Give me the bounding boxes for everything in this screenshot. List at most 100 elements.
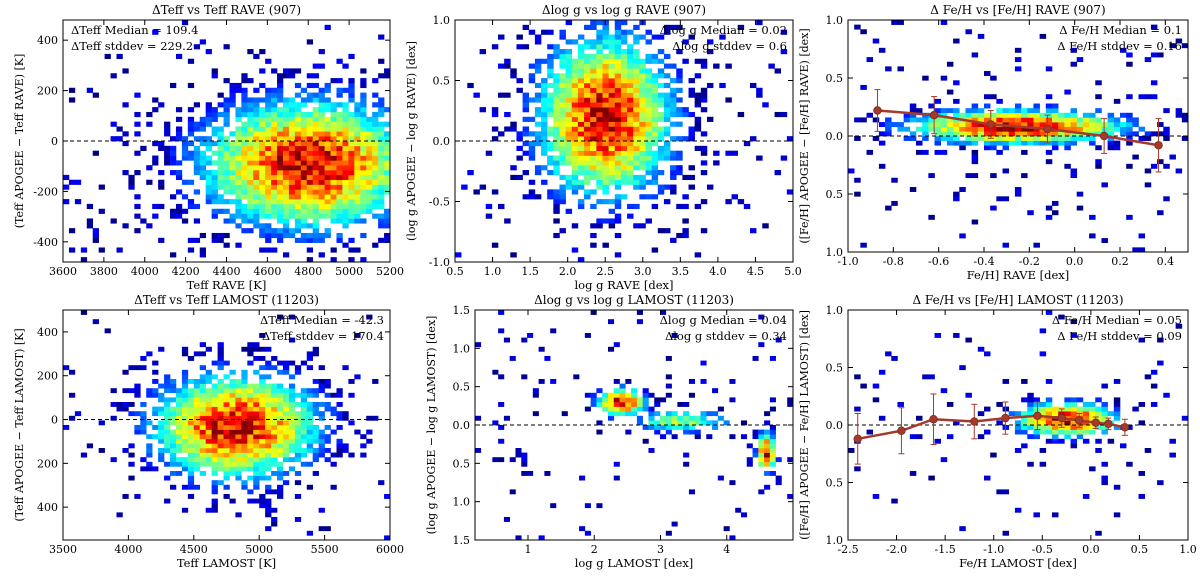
heatmap-cell [700,145,708,151]
heatmap-cell [211,438,218,444]
heatmap-cell [860,84,867,90]
heatmap-cell [522,24,530,30]
heatmap-cell [639,107,646,113]
heatmap-cell [608,170,616,176]
heatmap-cell [318,92,325,98]
heatmap-cell [265,87,272,93]
heatmap-cell [247,165,254,171]
heatmap-cell [614,44,622,50]
heatmap-cell [277,466,284,472]
heatmap-cell [620,174,628,181]
x-tick-label: 4.5 [747,265,765,278]
heatmap-cell [934,333,942,338]
heatmap-cell [110,415,117,421]
heatmap-cell [700,150,708,156]
heatmap-cell [193,448,201,453]
heatmap-cell [271,397,278,403]
heatmap-cell [559,131,566,137]
heatmap-cell [1014,126,1022,132]
heatmap-cell [596,160,603,166]
panel-p6: -2.5 -2.0 -1.5 -1.0 -0.5 0.0 0.5 1.01.00.50.00.… [798,293,1197,570]
heatmap-cell [479,107,487,113]
heatmap-cell [247,155,254,161]
heatmap-cell [1021,149,1028,155]
heatmap-cell [187,121,195,127]
heatmap-cell [324,174,331,181]
heatmap-cell [306,448,314,453]
heatmap-cell [360,452,367,458]
heatmap-cell [253,208,260,214]
heatmap-cell [259,356,266,361]
heatmap-cell [193,160,201,166]
heatmap-cell [769,429,776,435]
heatmap-cell [1064,406,1071,412]
heatmap-cell [620,97,628,103]
heatmap-cell [253,480,260,486]
heatmap-cell [878,163,886,169]
heatmap-cell [253,184,260,190]
heatmap-cell [663,111,671,118]
heatmap-cell [277,420,284,426]
heatmap-cell [516,34,523,40]
heatmap-cell [306,189,314,195]
heatmap-cell [516,78,523,84]
heatmap-cell [953,38,960,44]
heatmap-cell [271,521,278,527]
heatmap-cell [312,189,319,195]
heatmap-cell [1033,140,1040,146]
heatmap-cell [282,145,290,151]
heatmap-cell [965,108,972,114]
heatmap-cell [288,68,296,74]
heatmap-cell [553,53,560,60]
heatmap-cell [199,126,206,132]
heatmap-cell [619,406,626,412]
heatmap-cell [769,397,776,403]
heatmap-cell [223,78,230,84]
heatmap-cell [318,365,325,371]
heatmap-cell [1076,191,1084,197]
heatmap-cell [625,411,632,417]
heatmap-cell [223,411,230,417]
heatmap-cell [241,126,248,132]
heatmap-cell [1157,480,1164,486]
y-tick-label: 0.5 [453,381,471,394]
heatmap-cell [633,82,640,89]
heatmap-cell [294,237,302,243]
heatmap-cell [146,111,153,118]
y-tick-label: -0.5 [429,196,450,209]
heatmap-cell [461,184,468,190]
heatmap-cell [288,457,296,463]
heatmap-cell [1033,434,1040,440]
heatmap-cell [282,131,290,137]
heatmap-cell [277,489,284,495]
heatmap-cell [164,438,171,444]
x-tick-label: 4800 [294,265,322,278]
heatmap-cell [642,425,649,430]
heatmap-cell [614,97,622,103]
heatmap-cell [1052,103,1059,109]
heatmap-cell [235,448,242,453]
heatmap-cell [553,155,560,161]
heatmap-cell [1027,392,1034,398]
heatmap-cell [354,247,361,253]
heatmap-cell [217,356,224,361]
heatmap-cell [265,448,272,453]
heatmap-cell [984,136,991,141]
heatmap-cell [348,92,355,98]
heatmap-cell [259,213,266,219]
heatmap-cell [384,208,390,214]
heatmap-cell [1033,406,1040,412]
heatmap-cell [645,116,652,122]
heatmap-cell [602,136,609,142]
heatmap-cell [282,471,290,476]
heatmap-cell [342,87,349,93]
heatmap-cell [553,203,560,210]
trend-point [1057,413,1066,423]
heatmap-cell [1039,117,1047,123]
heatmap-cell [282,141,290,147]
heatmap-cell [98,448,105,453]
heatmap-cell [306,145,314,151]
heatmap-cell [1132,247,1139,252]
heatmap-cell [522,150,530,156]
heatmap-cell [110,136,117,142]
